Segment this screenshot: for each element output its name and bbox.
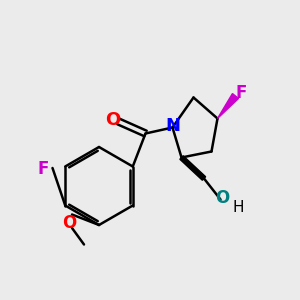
Polygon shape	[218, 94, 239, 118]
Text: O: O	[62, 214, 76, 232]
Text: F: F	[38, 160, 49, 178]
Text: O: O	[215, 189, 229, 207]
Text: F: F	[236, 84, 247, 102]
Text: O: O	[105, 111, 120, 129]
Polygon shape	[180, 156, 206, 180]
Text: N: N	[165, 117, 180, 135]
Text: H: H	[233, 200, 244, 214]
